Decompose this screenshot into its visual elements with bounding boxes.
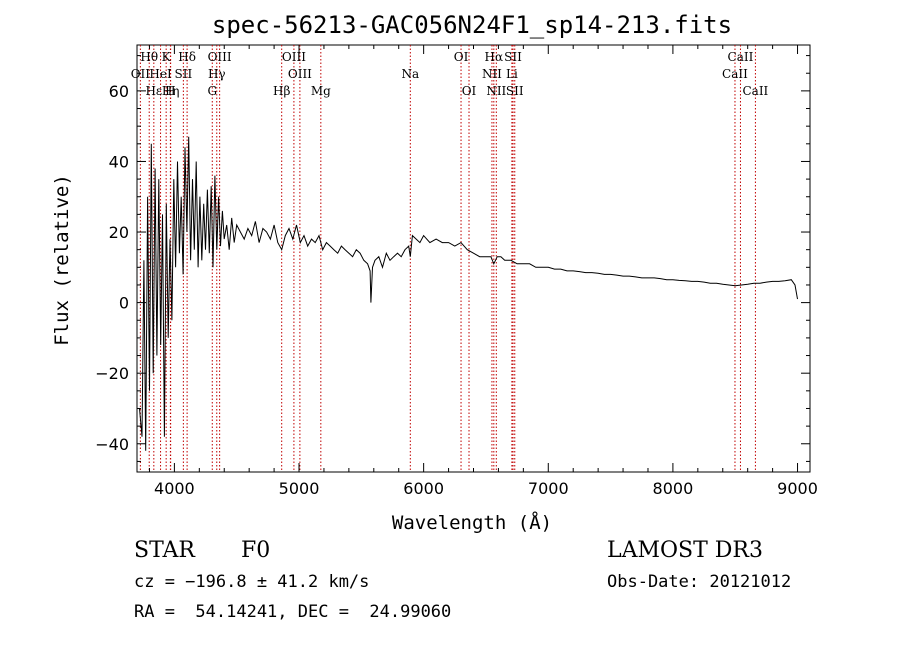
y-tick-label-5: 60 [109, 82, 129, 101]
line-label-9: OII [131, 67, 151, 81]
survey-name: LAMOST DR3 [607, 538, 763, 563]
line-label-5: OI [454, 50, 469, 64]
line-label-21: G [207, 84, 217, 98]
line-label-23: Mg [311, 84, 331, 98]
y-tick-label-3: 20 [109, 223, 129, 242]
x-tick-label-5: 9000 [777, 479, 818, 498]
line-label-14: Na [401, 67, 419, 81]
spectral-line-markers [139, 45, 756, 472]
y-tick-label-2: 0 [119, 294, 129, 313]
line-label-22: Hβ [273, 84, 290, 98]
line-label-7: SII [504, 50, 522, 64]
x-tick-label-0: 4000 [154, 479, 195, 498]
line-label-8: CaII [728, 50, 754, 64]
chart-title: spec-56213-GAC056N24F1_sp14-213.fits [212, 11, 732, 39]
line-label-12: Hγ [208, 67, 226, 81]
line-label-24: OI [462, 84, 477, 98]
line-label-27: CaII [742, 84, 768, 98]
line-label-26: SII [506, 84, 524, 98]
y-tick-label-4: 40 [109, 152, 129, 171]
line-label-1: K [162, 50, 172, 64]
plot-frame [136, 44, 811, 473]
object-subclass: F0 [241, 538, 271, 563]
line-label-0: Hθ [140, 50, 158, 64]
line-label-16: Li [506, 67, 518, 81]
line-label-13: OIII [288, 67, 312, 81]
line-label-4: OIII [282, 50, 306, 64]
line-label-11: SII [175, 67, 193, 81]
flux-series-line [139, 136, 798, 451]
x-axis-label: Wavelength (Å) [392, 511, 552, 534]
line-label-20: H [165, 84, 175, 98]
line-label-17: CaII [722, 67, 748, 81]
x-tick-label-3: 7000 [528, 479, 569, 498]
x-tick-label-1: 5000 [279, 479, 320, 498]
object-class: STAR [134, 538, 195, 563]
sky-coordinates: RA = 54.14241, DEC = 24.99060 [134, 602, 452, 622]
line-label-25: NII [486, 84, 506, 98]
line-label-6: Hα [485, 50, 504, 64]
line-label-18: Hε [145, 84, 162, 98]
x-tick-label-4: 8000 [653, 479, 694, 498]
line-label-15: NII [482, 67, 502, 81]
x-tick-label-2: 6000 [403, 479, 444, 498]
line-label-19: Hη [162, 84, 180, 98]
y-tick-label-1: −20 [95, 364, 129, 383]
y-tick-label-0: −40 [95, 435, 129, 454]
y-axis-label: Flux (relative) [51, 174, 73, 346]
x-axis-ticks: 4000 5000 6000 7000 8000 9000 [148, 45, 818, 498]
redshift-velocity: cz = −196.8 ± 41.2 km/s [134, 572, 370, 592]
line-label-3: OIII [208, 50, 232, 64]
line-label-10: HeI [149, 67, 172, 81]
observation-date: Obs-Date: 20121012 [607, 572, 792, 592]
y-axis-ticks: −40 −20 0 20 40 60 [95, 55, 810, 462]
line-label-2: Hδ [178, 50, 196, 64]
